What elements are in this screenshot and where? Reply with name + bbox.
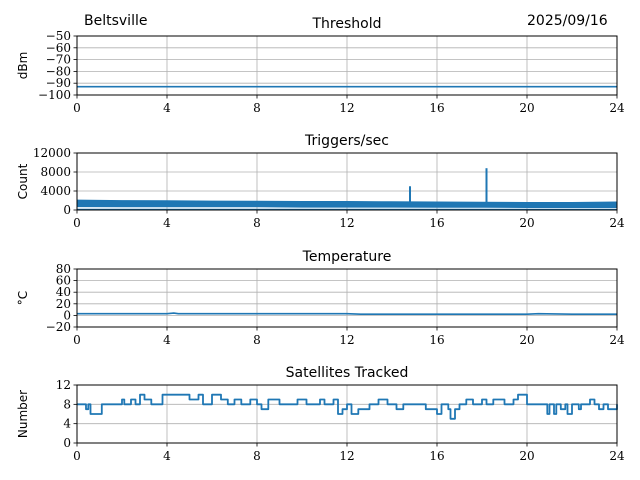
y-tick-label: −100: [38, 88, 71, 102]
chart-title: Threshold: [312, 16, 382, 32]
x-tick-label: 4: [163, 333, 171, 347]
y-tick-label: 20: [56, 297, 71, 311]
x-tick-label: 20: [519, 449, 534, 463]
x-tick-label: 24: [609, 101, 625, 115]
date-label: 2025/09/16: [527, 13, 608, 29]
y-tick-label: −60: [46, 41, 71, 55]
x-tick-label: 20: [519, 216, 534, 230]
x-tick-label: 0: [73, 101, 81, 115]
series-line: [77, 312, 617, 315]
series-line: [77, 393, 618, 420]
chart-title: Satellites Tracked: [286, 365, 409, 381]
x-tick-label: 24: [609, 333, 625, 347]
x-tick-label: 12: [339, 449, 354, 463]
x-tick-label: 4: [163, 101, 171, 115]
y-tick-label: 12: [56, 378, 71, 392]
series-band: [76, 199, 618, 208]
y-axis-label: dBm: [16, 52, 30, 80]
chart-panel-4: 0 4 8 12 16 20 24 0 4 8 12 Satellites Tracked Number: [16, 365, 625, 463]
location-label: Beltsville: [84, 13, 148, 29]
x-tick-label: 24: [609, 216, 625, 230]
x-tick-label: 20: [519, 101, 534, 115]
y-tick-label: 0: [63, 436, 71, 450]
chart-title: Triggers/sec: [304, 133, 389, 149]
x-tick-label: 8: [253, 101, 261, 115]
chart-panel-1: 0 4 8 12 16 20 24 −100−90−80−70−60−50 Threshold d…: [16, 16, 625, 115]
chart-title: Temperature: [302, 249, 392, 265]
x-tick-label: 12: [339, 101, 354, 115]
y-tick-label: 60: [56, 274, 71, 288]
y-tick-label: 4000: [40, 184, 71, 198]
x-tick-label: 12: [339, 216, 354, 230]
x-tick-label: 12: [339, 333, 354, 347]
y-tick-label: 40: [56, 285, 71, 299]
x-tick-label: 8: [253, 216, 261, 230]
x-tick-label: 16: [429, 216, 444, 230]
x-tick-label: 4: [163, 216, 171, 230]
y-tick-label: 80: [56, 262, 71, 276]
y-tick-label: 0: [63, 203, 71, 217]
y-tick-label: 4: [63, 417, 71, 431]
y-axis-label: Count: [16, 163, 30, 199]
y-tick-label: 8: [63, 397, 71, 411]
y-tick-label: −20: [46, 320, 71, 334]
y-tick-label: −70: [46, 53, 71, 67]
y-tick-label: −90: [46, 76, 71, 90]
x-tick-label: 0: [73, 449, 81, 463]
y-tick-label: 12000: [33, 146, 71, 160]
x-tick-label: 0: [73, 333, 81, 347]
x-tick-label: 16: [429, 101, 444, 115]
chart-panel-2: 0 4 8 12 16 20 24 0 4000 8000 12000 Triggers/sec Cou…: [16, 133, 625, 230]
x-tick-label: 4: [163, 449, 171, 463]
y-axis-label: °C: [16, 291, 30, 305]
y-tick-label: 8000: [40, 165, 71, 179]
x-tick-label: 8: [253, 449, 261, 463]
y-tick-label: 0: [63, 308, 71, 322]
y-tick-label: −50: [46, 29, 71, 43]
x-tick-label: 20: [519, 333, 534, 347]
x-tick-label: 0: [73, 216, 81, 230]
y-axis-label: Number: [16, 390, 30, 438]
x-tick-label: 16: [429, 333, 444, 347]
x-tick-label: 24: [609, 449, 625, 463]
x-tick-label: 8: [253, 333, 261, 347]
x-tick-label: 16: [429, 449, 444, 463]
y-tick-label: −80: [46, 64, 71, 78]
